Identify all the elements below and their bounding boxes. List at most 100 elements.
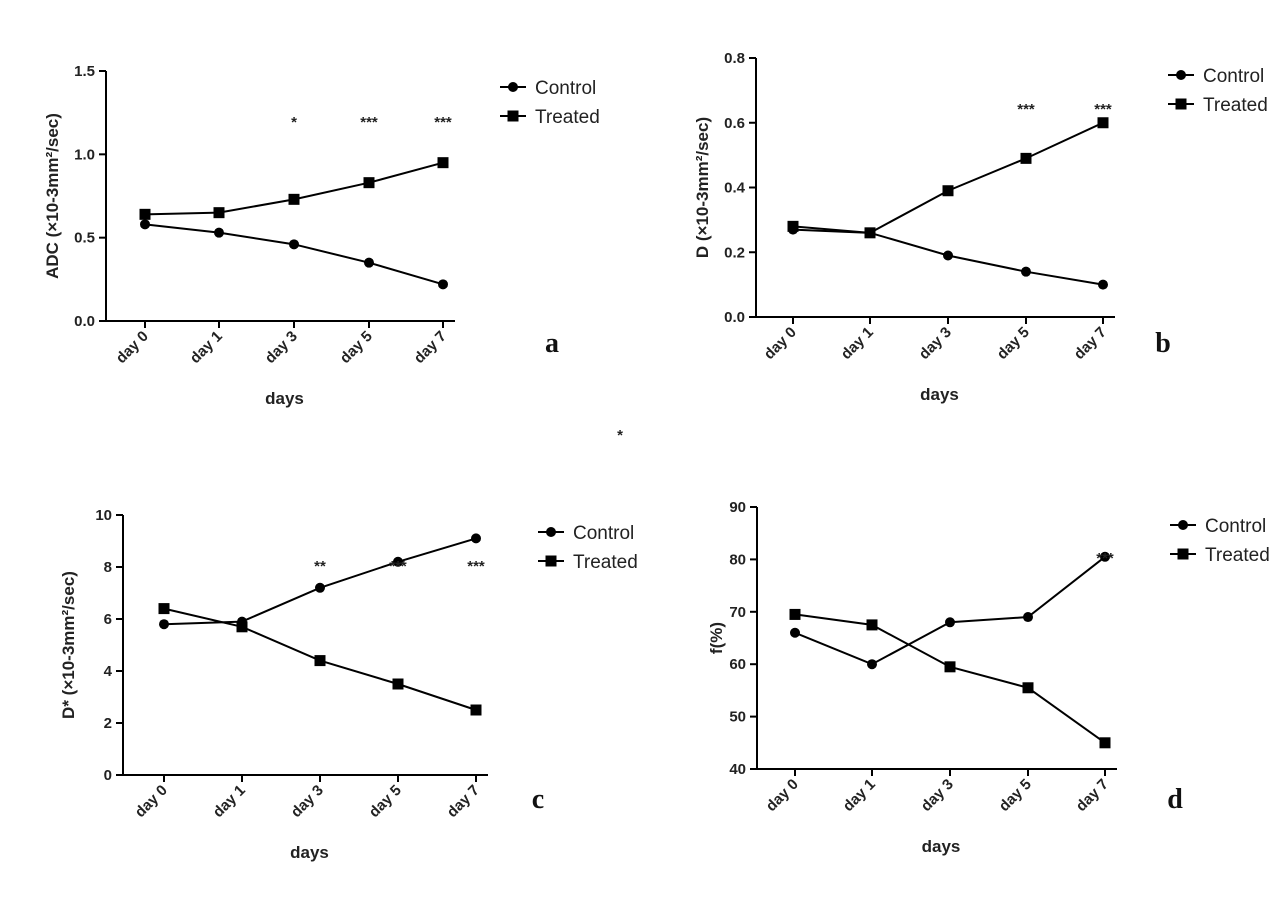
x-tick-label: day 5	[996, 776, 1035, 815]
y-axis-title: f(%)	[707, 622, 726, 654]
data-point-treated	[942, 185, 954, 197]
y-tick-label: 0.5	[74, 230, 95, 247]
y-tick-label: 1.0	[74, 146, 95, 163]
x-tick-label: day 7	[444, 782, 483, 821]
y-tick-label: 0.6	[724, 115, 745, 132]
legend-marker-control	[1176, 70, 1186, 80]
legend-marker-control	[546, 527, 556, 537]
data-point-control	[140, 219, 150, 230]
data-point-treated	[288, 193, 300, 205]
chart-panel-a: 0.0 0.5 1.0 1.5 day 0 day 1 day 3 day 5 day 7 day…	[43, 63, 600, 408]
y-tick-label: 8	[104, 559, 112, 576]
y-tick-label: 6	[104, 611, 112, 628]
significance-marker: ***	[434, 114, 452, 131]
x-tick-label: day 7	[1073, 776, 1112, 815]
data-point-control	[943, 250, 953, 261]
data-point-treated	[1022, 682, 1034, 694]
legend-label-treated: Treated	[1203, 95, 1268, 116]
y-tick-label: 0.4	[724, 180, 746, 197]
y-tick-label: 1.5	[74, 63, 95, 80]
legend-marker-treated	[1175, 98, 1187, 110]
data-point-treated	[392, 678, 404, 690]
series-line-treated	[144, 161, 444, 216]
chart-panel-c: 0 2 4 6 8 10 day 0 day 1 day 3 day 5 day 7 days D* (…	[59, 507, 638, 862]
data-point-control	[214, 227, 224, 238]
data-point-treated	[864, 227, 876, 239]
data-point-treated	[789, 608, 801, 620]
x-tick-label: day 0	[761, 324, 800, 363]
series-line-control	[144, 223, 444, 286]
data-point-treated	[944, 661, 956, 673]
y-tick-label: 60	[729, 656, 746, 673]
data-point-treated	[470, 704, 482, 716]
x-tick-label: day 5	[994, 324, 1033, 363]
legend-label-control: Control	[573, 523, 634, 544]
y-tick-label: 90	[729, 499, 746, 516]
panel-letter: a	[545, 328, 559, 359]
legend-label-treated: Treated	[1205, 545, 1270, 566]
chart-panel-d: 40 50 60 70 80 90 day 0 day 1 day 3 day 5 day 7 day…	[707, 499, 1270, 856]
significance-marker: ***	[1094, 101, 1112, 118]
significance-marker: ***	[1017, 101, 1035, 118]
legend-marker-treated	[507, 110, 519, 122]
data-point-control	[945, 617, 955, 628]
data-point-treated	[314, 655, 326, 667]
x-tick-label: day 1	[210, 782, 249, 821]
significance-marker: ***	[389, 558, 407, 575]
legend-label-control: Control	[535, 78, 596, 99]
y-tick-label: 80	[729, 551, 746, 568]
x-tick-label: day 3	[918, 776, 957, 815]
data-point-treated	[787, 220, 799, 232]
y-tick-label: 0	[104, 767, 112, 784]
data-point-control	[471, 533, 481, 544]
x-tick-label: day 3	[916, 324, 955, 363]
data-point-treated	[437, 157, 449, 169]
data-point-control	[438, 279, 448, 290]
legend-label-treated: Treated	[573, 552, 638, 573]
x-axis-title: days	[922, 837, 961, 856]
data-point-control	[790, 627, 800, 638]
significance-marker: ***	[467, 558, 485, 575]
data-point-treated	[1020, 152, 1032, 164]
legend-marker-treated	[1177, 548, 1189, 560]
significance-marker: *	[291, 114, 297, 131]
x-tick-label: day 5	[337, 328, 376, 367]
x-tick-label: day 0	[113, 328, 152, 367]
y-axis-title: D (×10-3mm²/sec)	[693, 117, 712, 258]
series-line-control	[163, 537, 477, 626]
x-tick-label: day 7	[1071, 324, 1110, 363]
x-tick-label: day 7	[411, 328, 450, 367]
data-point-treated	[363, 177, 375, 189]
significance-marker: **	[314, 558, 326, 575]
x-tick-label: day 3	[288, 782, 327, 821]
data-point-treated	[139, 208, 151, 220]
series-line-treated	[792, 121, 1104, 234]
y-axis-title: D* (×10-3mm²/sec)	[59, 571, 78, 719]
y-tick-label: 0.8	[724, 50, 745, 67]
data-point-control	[1023, 612, 1033, 623]
y-tick-label: 2	[104, 715, 112, 732]
data-point-control	[1021, 266, 1031, 277]
y-tick-label: 0.0	[74, 313, 95, 330]
legend-label-control: Control	[1203, 66, 1264, 87]
y-tick-label: 40	[729, 761, 746, 778]
y-tick-label: 0.2	[724, 244, 745, 261]
y-tick-label: 70	[729, 604, 746, 621]
y-axis-title: ADC (×10-3mm²/sec)	[43, 113, 62, 279]
data-point-control	[159, 619, 169, 630]
x-tick-label: day 0	[132, 782, 171, 821]
y-tick-label: 50	[729, 709, 746, 726]
panel-letter: b	[1155, 328, 1171, 359]
legend-marker-control	[1178, 520, 1188, 530]
data-point-control	[1098, 279, 1108, 290]
x-axis-title: days	[265, 389, 304, 408]
significance-marker: ***	[360, 114, 378, 131]
y-tick-label: 4	[104, 663, 113, 680]
x-axis-title: days	[920, 385, 959, 404]
panel-letter: d	[1167, 784, 1183, 815]
legend-marker-treated	[545, 555, 557, 567]
data-point-control	[393, 556, 403, 567]
x-tick-label: day 5	[366, 782, 405, 821]
data-point-control	[289, 239, 299, 250]
